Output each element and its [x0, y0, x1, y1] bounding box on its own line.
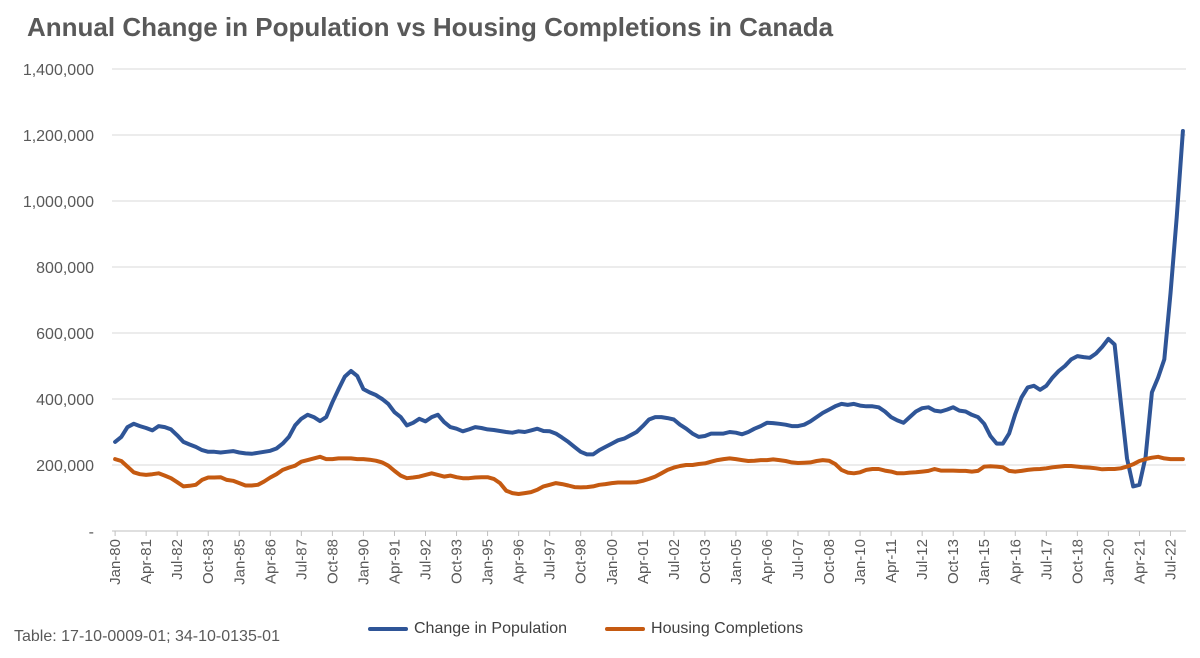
x-tick-label: Jan-20: [1100, 539, 1117, 585]
x-tick-label: Oct-18: [1069, 539, 1086, 584]
y-tick-label: 400,000: [36, 392, 94, 409]
y-tick-label: 800,000: [36, 260, 94, 277]
legend-label-housing: Housing Completions: [651, 620, 804, 637]
x-tick-label: Oct-98: [573, 539, 590, 584]
x-tick-label: Jul-92: [418, 539, 435, 580]
x-tick-label: Jan-10: [852, 539, 869, 585]
legend-item-population: Change in Population: [368, 620, 567, 638]
y-tick-label: 1,000,000: [23, 194, 94, 211]
x-tick-label: Jul-12: [914, 539, 931, 580]
y-tick-label: 600,000: [36, 326, 94, 343]
x-tick-label: Oct-88: [324, 539, 341, 584]
x-tick-label: Oct-13: [945, 539, 962, 584]
x-tick-label: Jan-15: [976, 539, 993, 585]
legend-item-housing: Housing Completions: [605, 620, 803, 638]
x-tick-label: Apr-06: [759, 539, 776, 584]
gridlines: [112, 68, 1186, 466]
x-tick-label: Apr-01: [635, 539, 652, 584]
y-tick-label: -: [89, 524, 94, 541]
x-tick-label: Oct-08: [821, 539, 838, 584]
chart-title: Annual Change in Population vs Housing C…: [27, 12, 834, 42]
x-tick-label: Jan-85: [231, 539, 248, 585]
x-tick-label: Jul-82: [169, 539, 186, 580]
x-tick-label: Jul-02: [666, 539, 683, 580]
x-tick-label: Jan-05: [728, 539, 745, 585]
x-tick-label: Apr-11: [883, 539, 900, 583]
population-change-line: [113, 129, 1185, 489]
x-tick-label: Jul-17: [1038, 539, 1055, 580]
x-tick-label: Jul-22: [1162, 539, 1179, 580]
x-tick-label: Apr-86: [262, 539, 279, 584]
y-tick-label: 200,000: [36, 458, 94, 475]
y-tick-label: 1,200,000: [23, 128, 94, 145]
x-tick-label: Jan-90: [355, 539, 372, 585]
source-note: Table: 17-10-0009-01; 34-10-0135-01: [14, 628, 280, 645]
y-tick-label: 1,400,000: [23, 62, 94, 79]
x-tick-label: Jul-87: [293, 539, 310, 580]
y-axis-tick-labels: - 200,000 400,000 600,000 800,000 1,000,000 1,…: [23, 62, 94, 541]
x-axis-tick-labels: Jan-80 Apr-81 Jul-82 Oct-83 Jan-85 Apr-86 Jul-…: [107, 531, 1179, 585]
legend: Change in Population Housing Completions: [368, 620, 841, 638]
x-tick-label: Jan-00: [604, 539, 621, 585]
x-tick-label: Apr-81: [138, 539, 155, 584]
housing-completions-line: [113, 454, 1185, 496]
x-tick-label: Oct-93: [449, 539, 466, 584]
x-tick-label: Apr-91: [386, 539, 403, 584]
series-lines: [113, 129, 1185, 496]
x-tick-label: Jul-07: [790, 539, 807, 580]
x-tick-label: Apr-16: [1007, 539, 1024, 584]
x-tick-label: Oct-83: [200, 539, 217, 584]
x-tick-label: Jan-80: [107, 539, 124, 585]
legend-swatch-population: [368, 627, 408, 631]
x-tick-label: Jul-97: [542, 539, 559, 580]
legend-label-population: Change in Population: [414, 620, 568, 637]
x-tick-label: Oct-03: [697, 539, 714, 584]
x-tick-label: Jan-95: [480, 539, 497, 585]
legend-swatch-housing: [605, 627, 646, 631]
x-tick-label: Apr-96: [511, 539, 528, 584]
x-tick-label: Apr-21: [1131, 539, 1148, 584]
